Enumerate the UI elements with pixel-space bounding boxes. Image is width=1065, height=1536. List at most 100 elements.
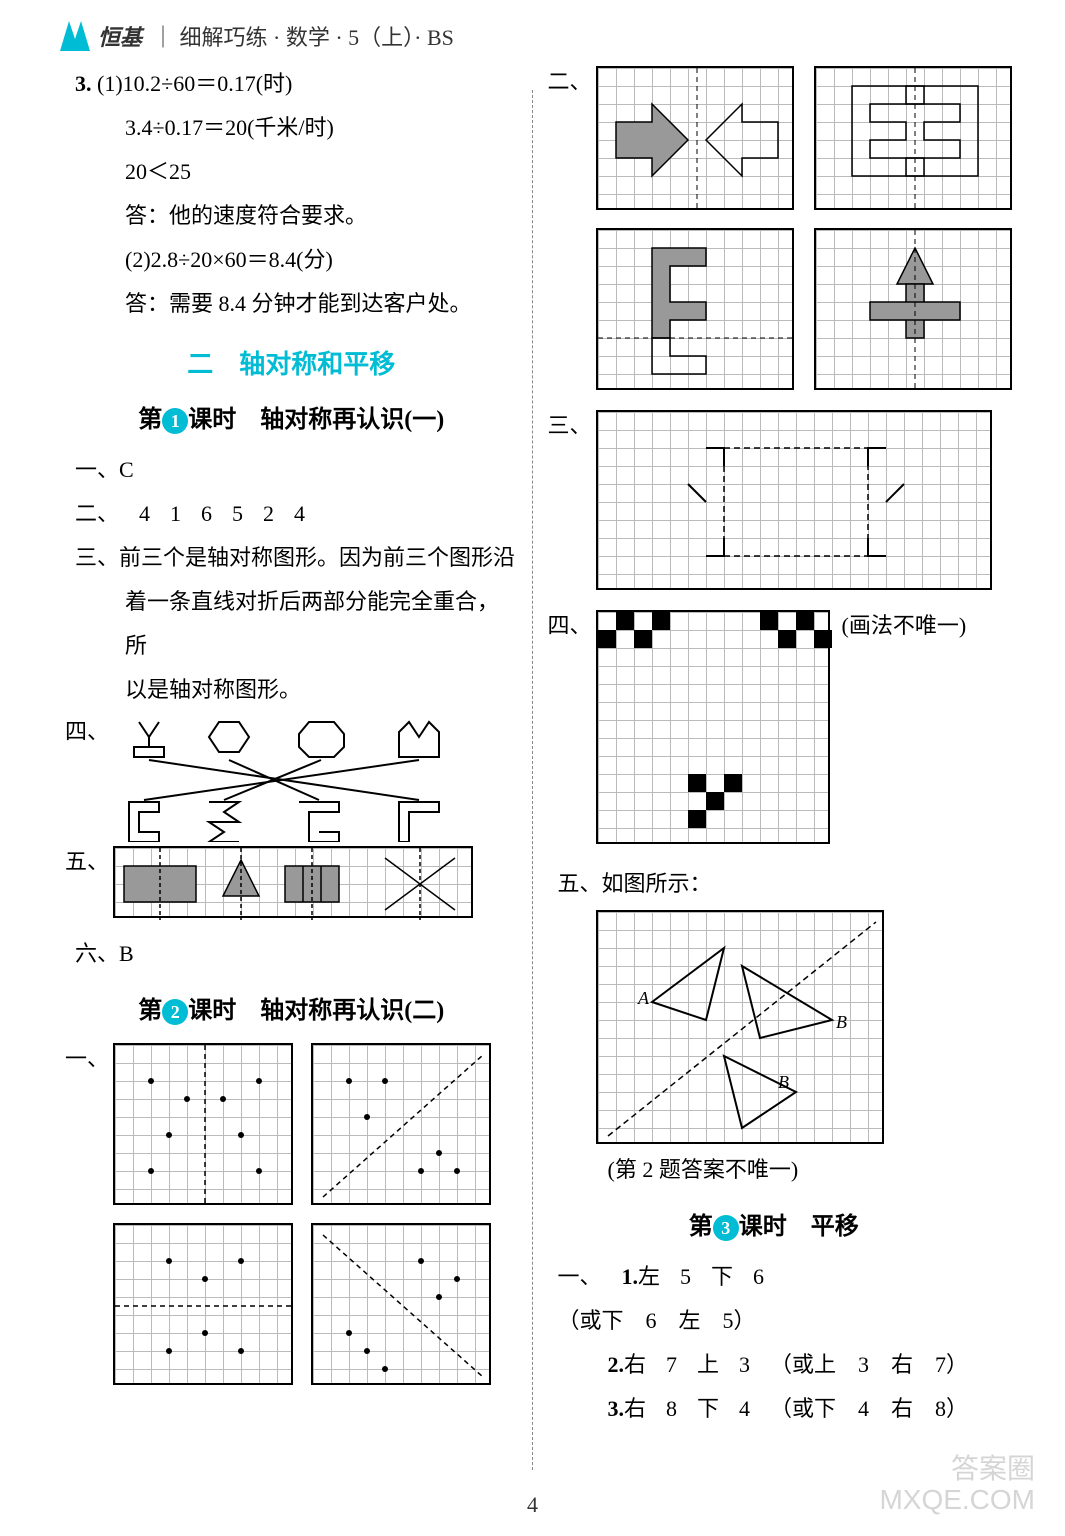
b1b-svg bbox=[313, 1045, 493, 1207]
grid-b1a bbox=[113, 1043, 293, 1205]
ans2-b: 7 bbox=[666, 1352, 677, 1377]
ans2-n: 2. bbox=[608, 1352, 625, 1377]
r3-label: 三、 bbox=[548, 406, 592, 446]
ans1-c: 下 bbox=[711, 1264, 733, 1289]
r2b-svg bbox=[816, 68, 1014, 212]
ans1-d: 6 bbox=[753, 1264, 764, 1289]
logo-icon bbox=[60, 21, 90, 51]
svg-text:B: B bbox=[836, 1012, 847, 1032]
lesson3-post: 课时 平移 bbox=[739, 1214, 859, 1240]
watermark-l1: 答案圈 bbox=[879, 1454, 1035, 1485]
a3-t1: 前三个是轴对称图形。因为前三个图形沿 bbox=[119, 545, 515, 570]
ans2-alt: （或上 3 右 7） bbox=[770, 1352, 968, 1377]
lesson2-num: 2 bbox=[162, 999, 188, 1025]
a3-l1: 三、前三个是轴对称图形。因为前三个图形沿 bbox=[75, 536, 518, 580]
ans1-b: 5 bbox=[680, 1264, 691, 1289]
a2-n1: 1 bbox=[170, 501, 181, 526]
a2-n5: 4 bbox=[294, 501, 305, 526]
r5-svg: A B B bbox=[598, 912, 886, 1146]
q3-l3: 20＜25 bbox=[75, 150, 518, 194]
a2: 二、416524 bbox=[75, 492, 518, 536]
a1: 一、C bbox=[75, 448, 518, 492]
ans3-c: 下 bbox=[697, 1396, 719, 1421]
b1-grids bbox=[109, 1039, 495, 1389]
grid-b1b bbox=[311, 1043, 491, 1205]
watermark: 答案圈 MXQE.COM bbox=[879, 1454, 1035, 1516]
grid-r2a bbox=[596, 66, 794, 210]
q3-line: 3. (1)10.2÷60＝0.17(时) bbox=[75, 62, 518, 106]
a4-row: 四、 bbox=[65, 712, 518, 842]
ans2-d: 3 bbox=[739, 1352, 750, 1377]
ans-label: 一、 bbox=[558, 1264, 602, 1289]
r3-row: 三、 bbox=[548, 406, 1001, 594]
watermark-l2: MXQE.COM bbox=[879, 1485, 1035, 1516]
q3-l2: 3.4÷0.17＝20(千米/时) bbox=[75, 106, 518, 150]
a5-label: 五、 bbox=[65, 842, 109, 882]
r4-label: 四、 bbox=[548, 606, 592, 646]
q3-label: 3. bbox=[75, 71, 92, 96]
r2-row: 二、 bbox=[548, 62, 1001, 394]
a3-t3: 以是轴对称图形。 bbox=[75, 668, 518, 712]
r5-note: (第 2 题答案不唯一) bbox=[558, 1148, 1001, 1192]
svg-text:B: B bbox=[778, 1072, 789, 1092]
ans-row-1: 一、1.左5下6（或下 6 左 5） bbox=[558, 1255, 1001, 1343]
ans3-d: 4 bbox=[739, 1396, 750, 1421]
a2-n3: 5 bbox=[232, 501, 243, 526]
r4-svg bbox=[598, 612, 832, 846]
grid-r2c bbox=[596, 228, 794, 390]
header-title: ｜ 细解巧练 · 数学 · 5（上）· BS bbox=[152, 20, 454, 52]
grid-b1c bbox=[113, 1223, 293, 1385]
page-number: 4 bbox=[527, 1492, 538, 1518]
r2d-svg bbox=[816, 230, 1014, 392]
ans3-b: 8 bbox=[666, 1396, 677, 1421]
b1a-svg bbox=[115, 1045, 295, 1207]
a3-label: 三、 bbox=[75, 545, 119, 570]
strip-shapes bbox=[115, 848, 475, 920]
grid-b1d bbox=[311, 1223, 491, 1385]
lesson1-post: 课时 轴对称再认识(一) bbox=[188, 407, 444, 433]
r4-row: 四、 (画法不唯一) bbox=[548, 606, 1001, 848]
r5-label: 五、如图所示： bbox=[558, 862, 1001, 906]
ans1-alt: （或下 6 左 5） bbox=[558, 1308, 756, 1333]
a6: 六、B bbox=[75, 932, 518, 976]
svg-text:A: A bbox=[637, 988, 650, 1008]
lesson1-title: 第1课时 轴对称再认识(一) bbox=[65, 399, 518, 434]
a2-n4: 2 bbox=[263, 501, 274, 526]
a5-row: 五、 bbox=[65, 842, 518, 922]
grid-strip bbox=[113, 846, 473, 918]
grid-r3 bbox=[596, 410, 992, 590]
r2c-svg bbox=[598, 230, 796, 392]
left-column: 3. (1)10.2÷60＝0.17(时) 3.4÷0.17＝20(千米/时) … bbox=[50, 62, 533, 1431]
q3-l1: (1)10.2÷60＝0.17(时) bbox=[97, 71, 292, 96]
column-divider bbox=[532, 90, 533, 1470]
lesson2-title: 第2课时 轴对称再认识(二) bbox=[65, 990, 518, 1025]
grid-r2d bbox=[814, 228, 1012, 390]
a2-label: 二、 bbox=[75, 501, 119, 526]
grid-r5: A B B bbox=[596, 910, 884, 1144]
b1-row: 一、 bbox=[65, 1039, 518, 1389]
lesson3-pre: 第 bbox=[689, 1214, 713, 1240]
ans3-a: 右 bbox=[624, 1396, 646, 1421]
brand-text: 恒基 bbox=[98, 20, 142, 52]
q3-l4: 答：他的速度符合要求。 bbox=[75, 194, 518, 238]
section-title: 二 轴对称和平移 bbox=[65, 344, 518, 381]
ans1-a: 左 bbox=[638, 1264, 660, 1289]
a2-n0: 4 bbox=[139, 501, 150, 526]
b1d-svg bbox=[313, 1225, 493, 1387]
r4-note: (画法不唯一) bbox=[842, 606, 967, 646]
r2-label: 二、 bbox=[548, 62, 592, 102]
ans2-c: 上 bbox=[697, 1352, 719, 1377]
lesson3-num: 3 bbox=[713, 1215, 739, 1241]
match-diagram bbox=[109, 712, 489, 842]
right-column: 二、 bbox=[533, 62, 1016, 1431]
a2-n2: 6 bbox=[201, 501, 212, 526]
lesson3-title: 第3课时 平移 bbox=[548, 1206, 1001, 1241]
r2-grids bbox=[592, 62, 1016, 394]
b1-label: 一、 bbox=[65, 1039, 109, 1079]
page-header: 恒基 ｜ 细解巧练 · 数学 · 5（上）· BS bbox=[0, 0, 1065, 62]
ans-row-2: 2.右7上3（或上 3 右 7） bbox=[558, 1343, 1001, 1387]
lesson2-post: 课时 轴对称再认识(二) bbox=[188, 998, 444, 1024]
r2a-svg bbox=[598, 68, 796, 212]
lesson1-pre: 第 bbox=[138, 407, 162, 433]
grid-r4 bbox=[596, 610, 830, 844]
